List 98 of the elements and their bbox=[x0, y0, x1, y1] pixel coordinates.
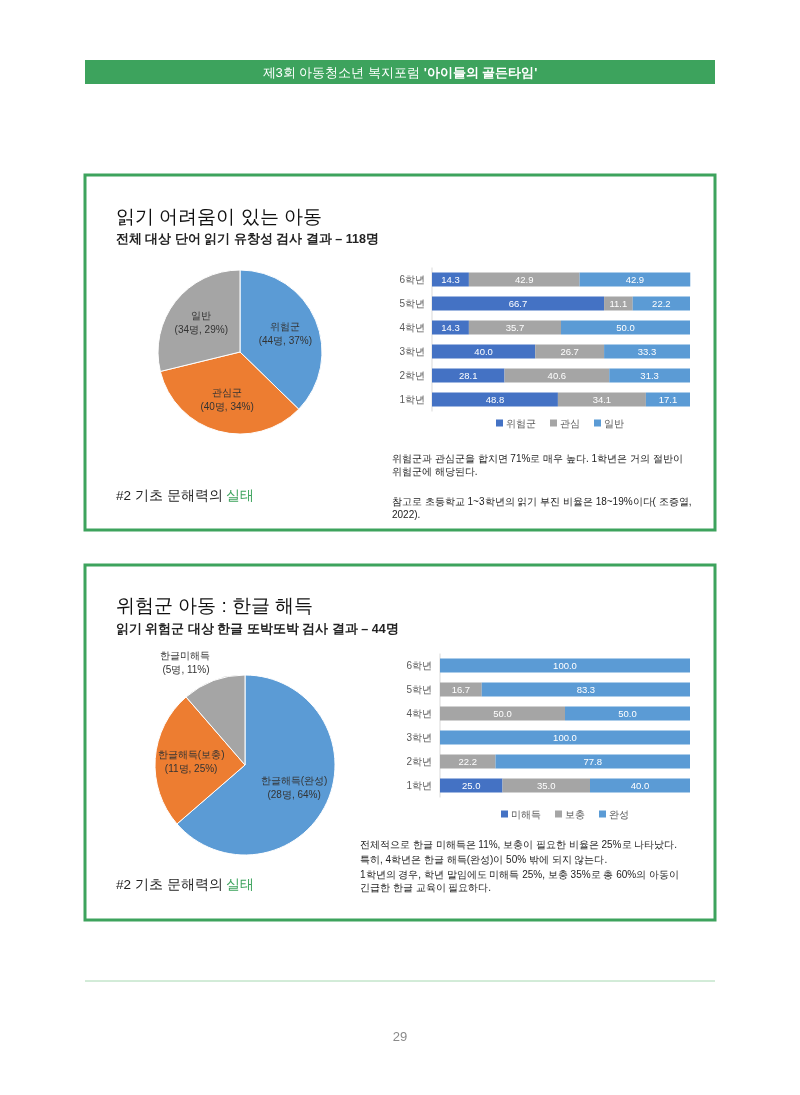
text: #2 기초 문해력의 실태 bbox=[116, 488, 255, 503]
data-label: 28.1 bbox=[459, 370, 478, 381]
chart-subtitle: 읽기 위험군 대상 한글 또박또박 검사 결과 – 44명 bbox=[116, 622, 399, 636]
legend-label: 완성 bbox=[609, 808, 629, 820]
slice-label: 관심군 bbox=[212, 387, 243, 399]
data-label: 22.2 bbox=[652, 298, 671, 309]
legend-label: 보충 bbox=[565, 808, 585, 820]
text: 위험군과 관심군을 합치면 71%로 매우 높다. 1학년은 거의 절반이 위험군에 해당된다. bbox=[392, 453, 683, 477]
bar bbox=[495, 754, 690, 769]
data-label: 40.6 bbox=[547, 370, 567, 381]
data-label: 34.1 bbox=[592, 394, 612, 405]
data-label: (28명, 64%) bbox=[267, 789, 321, 801]
data-label: 66.7 bbox=[508, 298, 528, 309]
y-tick-label: 6학년 bbox=[406, 660, 432, 671]
y-tick-label: 2학년 bbox=[406, 756, 432, 767]
data-label: 77.8 bbox=[583, 756, 602, 767]
data-label: 33.3 bbox=[637, 346, 657, 357]
data-label: 22.2 bbox=[458, 756, 477, 767]
y-tick-label: 4학년 bbox=[406, 708, 432, 719]
chart-title: 위험군 아동 : 한글 해득 bbox=[116, 595, 314, 616]
data-label: 100.0 bbox=[553, 660, 577, 671]
data-label: 31.3 bbox=[640, 370, 659, 381]
data-label: 100.0 bbox=[553, 732, 577, 743]
bar bbox=[561, 320, 690, 335]
data-label: 16.7 bbox=[451, 684, 471, 695]
y-tick-label: 1학년 bbox=[399, 394, 425, 405]
bar bbox=[440, 754, 496, 769]
data-label: (11명, 25%) bbox=[164, 763, 218, 775]
bar bbox=[481, 682, 690, 697]
bar bbox=[432, 344, 536, 359]
bar bbox=[632, 296, 690, 311]
bar bbox=[468, 320, 561, 335]
data-label: 40.0 bbox=[630, 780, 650, 791]
text: 제3회 아동청소년 복지포럼 '아이들의 골든타임' bbox=[262, 65, 538, 80]
data-label: 50.0 bbox=[493, 708, 512, 719]
bar bbox=[609, 368, 690, 383]
data-label: 26.7 bbox=[560, 346, 579, 357]
data-label: 17.1 bbox=[658, 394, 678, 405]
legend-label: 일반 bbox=[604, 417, 624, 429]
y-tick-label: 6학년 bbox=[399, 274, 425, 285]
bar bbox=[468, 272, 580, 287]
data-label: 11.1 bbox=[609, 298, 628, 309]
data-label: 50.0 bbox=[616, 322, 635, 333]
bar bbox=[590, 778, 690, 793]
data-label: 83.3 bbox=[576, 684, 596, 695]
slice-label: 위험군 bbox=[270, 320, 301, 332]
slice-label: 한글해득(보충) bbox=[157, 749, 225, 761]
data-label: 50.0 bbox=[618, 708, 637, 719]
bar bbox=[579, 272, 691, 287]
bar bbox=[440, 730, 690, 745]
text: 특히, 4학년은 한글 해득(완성)이 50% 밖에 되지 않는다. bbox=[360, 854, 608, 865]
bar bbox=[440, 682, 482, 697]
text: 29 bbox=[392, 1029, 408, 1044]
bar bbox=[604, 344, 690, 359]
bar bbox=[535, 344, 605, 359]
y-tick-label: 4학년 bbox=[399, 322, 425, 333]
bar bbox=[440, 658, 690, 673]
data-label: 35.7 bbox=[505, 322, 525, 333]
data-label: 42.9 bbox=[514, 274, 534, 285]
bar bbox=[432, 296, 605, 311]
data-label: 42.9 bbox=[625, 274, 645, 285]
data-label: 35.0 bbox=[537, 780, 556, 791]
bar bbox=[432, 368, 505, 383]
y-tick-label: 1학년 bbox=[406, 780, 432, 791]
bar bbox=[565, 706, 690, 721]
legend-label: 위험군 bbox=[506, 417, 536, 429]
text: 전체적으로 한글 미해득은 11%, 보충이 필요한 비율은 25%로 나타났다. bbox=[360, 839, 678, 850]
slice-label: 일반 bbox=[191, 309, 212, 321]
bar bbox=[432, 392, 558, 407]
legend-label: 미해득 bbox=[511, 808, 541, 820]
data-label: (34명, 29%) bbox=[174, 323, 228, 335]
chart-title: 읽기 어려움이 있는 아동 bbox=[116, 206, 322, 227]
data-label: 14.3 bbox=[441, 274, 460, 285]
bar bbox=[645, 392, 690, 407]
bar bbox=[440, 706, 565, 721]
slice-label: 한글해득(완성) bbox=[260, 775, 328, 787]
data-label: (40명, 34%) bbox=[200, 401, 254, 413]
data-label: (44명, 37%) bbox=[258, 334, 313, 346]
text: #2 기초 문해력의 실태 bbox=[116, 877, 255, 892]
bar bbox=[504, 368, 610, 383]
y-tick-label: 3학년 bbox=[399, 346, 425, 357]
text: 1학년의 경우, 학년 말임에도 미해득 25%, 보충 35%로 총 60%의 아동이 긴급한 한글 교육이 필요하다. bbox=[360, 869, 679, 893]
slice-label: 한글미해득 bbox=[159, 649, 210, 661]
data-label: 25.0 bbox=[462, 780, 481, 791]
bar bbox=[440, 778, 503, 793]
bar bbox=[502, 778, 590, 793]
data-label: (5명, 11%) bbox=[162, 663, 210, 675]
y-tick-label: 5학년 bbox=[406, 684, 432, 695]
data-label: 48.8 bbox=[485, 394, 505, 405]
legend-label: 관심 bbox=[560, 417, 580, 429]
bar bbox=[557, 392, 646, 407]
chart-subtitle: 전체 대상 단어 읽기 유창성 검사 결과 – 118명 bbox=[116, 232, 379, 246]
data-label: 40.0 bbox=[474, 346, 493, 357]
text: 참고로 초등학교 1~3학년의 읽기 부진 비율은 18~19%이다( 조증열, 2022). bbox=[392, 496, 692, 520]
y-tick-label: 2학년 bbox=[399, 370, 425, 381]
data-label: 14.3 bbox=[441, 322, 460, 333]
y-tick-label: 3학년 bbox=[406, 732, 432, 743]
y-tick-label: 5학년 bbox=[399, 298, 425, 309]
